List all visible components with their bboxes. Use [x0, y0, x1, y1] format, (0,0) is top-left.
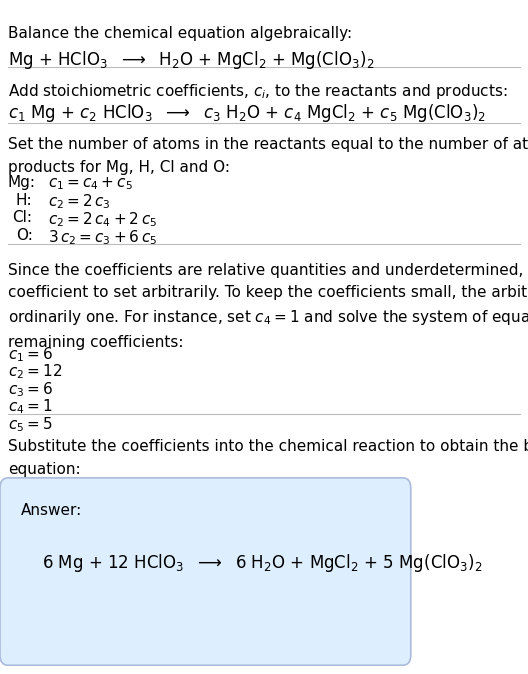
Text: Cl:: Cl:: [12, 210, 32, 225]
Text: $c_1$ Mg + $c_2$ HClO$_3$  $\longrightarrow$  $c_3$ H$_2$O + $c_4$ MgCl$_2$ + $c: $c_1$ Mg + $c_2$ HClO$_3$ $\longrightarr…: [8, 102, 486, 125]
Text: Add stoichiometric coefficients, $c_i$, to the reactants and products:: Add stoichiometric coefficients, $c_i$, …: [8, 82, 507, 101]
Text: $c_1 = 6$: $c_1 = 6$: [8, 345, 53, 364]
Text: $c_3 = 6$: $c_3 = 6$: [8, 380, 53, 399]
Text: Mg:: Mg:: [8, 175, 36, 190]
Text: O:: O:: [16, 228, 33, 243]
Text: $c_5 = 5$: $c_5 = 5$: [8, 415, 53, 434]
Text: Set the number of atoms in the reactants equal to the number of atoms in the
pro: Set the number of atoms in the reactants…: [8, 137, 528, 175]
Text: Answer:: Answer:: [21, 503, 82, 518]
Text: Mg + HClO$_3$  $\longrightarrow$  H$_2$O + MgCl$_2$ + Mg(ClO$_3$)$_2$: Mg + HClO$_3$ $\longrightarrow$ H$_2$O +…: [8, 49, 374, 71]
FancyBboxPatch shape: [0, 478, 411, 665]
Text: Since the coefficients are relative quantities and underdetermined, choose a
coe: Since the coefficients are relative quan…: [8, 263, 528, 350]
Text: $c_2 = 12$: $c_2 = 12$: [8, 363, 62, 381]
Text: Substitute the coefficients into the chemical reaction to obtain the balanced
eq: Substitute the coefficients into the che…: [8, 439, 528, 477]
Text: $c_4 = 1$: $c_4 = 1$: [8, 398, 52, 417]
Text: $c_2 = 2\,c_4 + 2\,c_5$: $c_2 = 2\,c_4 + 2\,c_5$: [48, 210, 157, 229]
Text: $c_2 = 2\,c_3$: $c_2 = 2\,c_3$: [48, 193, 110, 212]
Text: 6 Mg + 12 HClO$_3$  $\longrightarrow$  6 H$_2$O + MgCl$_2$ + 5 Mg(ClO$_3$)$_2$: 6 Mg + 12 HClO$_3$ $\longrightarrow$ 6 H…: [42, 552, 483, 574]
Text: H:: H:: [16, 193, 32, 208]
Text: $3\,c_2 = c_3 + 6\,c_5$: $3\,c_2 = c_3 + 6\,c_5$: [48, 228, 157, 247]
Text: Balance the chemical equation algebraically:: Balance the chemical equation algebraica…: [8, 26, 352, 40]
Text: $c_1 = c_4 + c_5$: $c_1 = c_4 + c_5$: [48, 175, 133, 192]
